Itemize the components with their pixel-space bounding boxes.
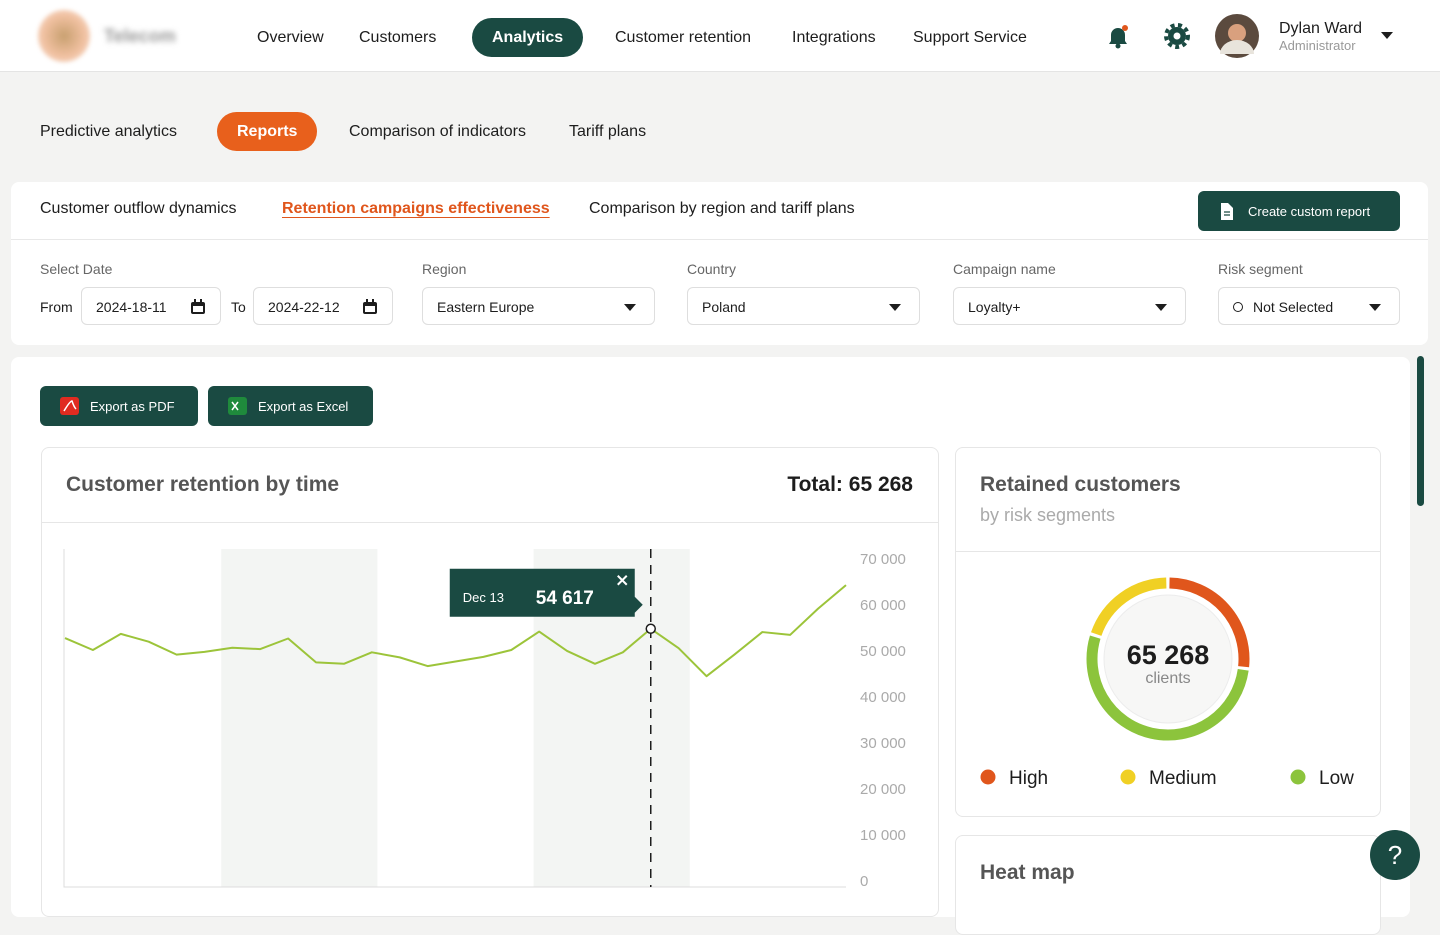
legend-label: Low — [1319, 768, 1354, 789]
page: Telecom Overview Customers Analytics Cus… — [0, 0, 1440, 900]
y-tick-label: 30 000 — [860, 735, 906, 752]
y-tick-label: 40 000 — [860, 689, 906, 706]
y-tick-label: 70 000 — [860, 551, 906, 568]
y-tick-label: 0 — [860, 873, 868, 890]
charts: 0 10 000 20 000 30 000 40 000 50 000 60 000 70 … — [0, 0, 1440, 900]
y-tick-label: 60 000 — [860, 597, 906, 614]
y-tick-label: 20 000 — [860, 781, 906, 798]
legend-marker — [1121, 770, 1136, 785]
legend-label: High — [1009, 768, 1048, 789]
tooltip-date: Dec 13 — [463, 590, 504, 605]
y-tick-label: 10 000 — [860, 827, 906, 844]
data-point — [646, 624, 655, 633]
legend-marker — [1291, 770, 1306, 785]
plot-band — [221, 549, 377, 887]
y-tick-label: 50 000 — [860, 643, 906, 660]
help-button[interactable]: ? — [1370, 830, 1420, 880]
tooltip-value: 54 617 — [536, 588, 594, 609]
donut-caption: clients — [1145, 670, 1190, 687]
legend-label: Medium — [1149, 768, 1217, 789]
legend-marker — [981, 770, 996, 785]
donut-total: 65 268 — [1127, 640, 1210, 670]
